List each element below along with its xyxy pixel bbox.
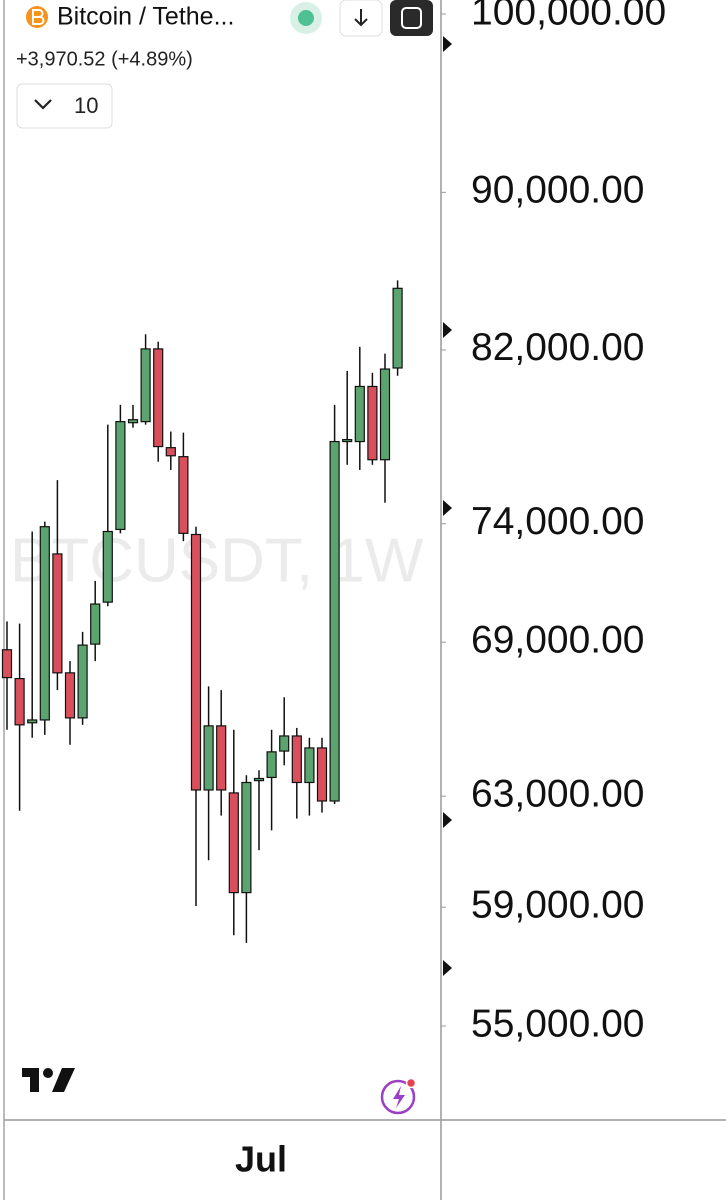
plot-area: [1, 280, 403, 943]
candle-body: [77, 644, 88, 719]
fullscreen-button[interactable]: [390, 0, 433, 36]
axis-marker: [443, 36, 452, 52]
symbol-title: Bitcoin / Tethe...: [57, 3, 234, 31]
candle-body: [102, 530, 113, 603]
alert-bolt: [393, 1086, 405, 1108]
axis-marker: [443, 960, 452, 976]
logo-part: [52, 1068, 75, 1092]
y-tick-label: 100,000.00: [471, 0, 666, 33]
candle-body: [304, 747, 315, 784]
candle-body: [279, 735, 290, 752]
candle-body: [153, 348, 164, 448]
candle-body: [64, 672, 76, 719]
axis-marker: [443, 322, 452, 338]
candle-body: [241, 781, 252, 894]
coin-icon-glyph: [32, 9, 45, 25]
download-icon: [354, 9, 368, 27]
candle-body: [228, 792, 239, 894]
candle-body: [379, 368, 391, 461]
candle-body: [115, 421, 126, 531]
candle-body: [216, 725, 227, 791]
x-tick-label: Jul: [235, 1139, 287, 1180]
watermark: BTCUSDT, 1W: [10, 526, 424, 595]
alert-ring: [380, 1079, 416, 1115]
y-tick-label: 82,000.00: [471, 326, 645, 369]
candle-body: [14, 677, 25, 726]
y-tick-label: 63,000.00: [471, 772, 645, 815]
alert-badge: [405, 1077, 417, 1089]
candle-body: [1, 649, 13, 679]
candle-body: [52, 553, 63, 674]
candle-body: [165, 447, 176, 457]
candle-body: [342, 438, 353, 443]
candle-body: [392, 287, 403, 369]
header: Bitcoin / Tethe... +3,970.52 (+4.89%) 10: [16, 0, 433, 129]
candle-body: [291, 735, 302, 784]
y-tick-label: 55,000.00: [471, 1002, 645, 1045]
alert-icon[interactable]: [380, 1077, 417, 1115]
y-tick-label: 74,000.00: [471, 500, 645, 543]
candle-body: [127, 419, 139, 424]
candle-body: [329, 440, 340, 802]
indicator-dropdown[interactable]: [16, 83, 113, 129]
candle-body: [90, 603, 101, 645]
axis-marker: [443, 500, 452, 516]
candle-body: [367, 385, 378, 461]
candle-body: [27, 719, 38, 724]
candle-body: [190, 533, 202, 791]
candle-body: [140, 348, 151, 423]
dropdown-label: 10: [74, 93, 98, 118]
tv-logo: [22, 1068, 75, 1092]
y-tick-label: 69,000.00: [471, 618, 645, 661]
candle-body: [266, 751, 277, 779]
y-tick-label: 59,000.00: [471, 883, 645, 926]
status-dot: [298, 10, 314, 26]
candle-body: [253, 777, 265, 782]
candle-body: [316, 747, 328, 802]
candle-body: [203, 725, 214, 791]
logo-part: [22, 1068, 39, 1092]
fullscreen-icon: [401, 7, 422, 29]
y-tick-label: 90,000.00: [471, 169, 645, 212]
axis-marker: [443, 812, 452, 828]
logo-part: [43, 1068, 53, 1078]
candle-body: [39, 526, 50, 721]
chevron: [34, 99, 52, 110]
price-change: +3,970.52 (+4.89%): [16, 48, 193, 70]
candle-body: [178, 456, 189, 534]
axis-markers: [443, 36, 452, 976]
candle-body: [354, 385, 365, 443]
